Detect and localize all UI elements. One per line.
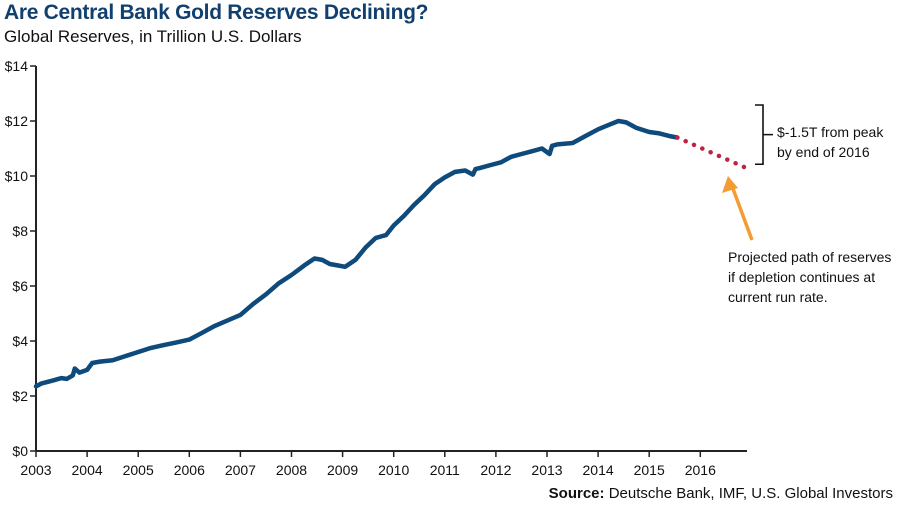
- bracket-annotation-line-1: $-1.5T from peak: [777, 124, 884, 140]
- series-group: [33, 118, 752, 389]
- x-tick-label: 2014: [583, 462, 614, 478]
- reserves-series-line: [33, 118, 680, 389]
- x-tick-label: 2005: [123, 462, 154, 478]
- x-tick-label: 2011: [430, 462, 460, 478]
- x-tick-label: 2007: [225, 462, 256, 478]
- y-tick-label: $8: [12, 223, 28, 239]
- y-tick-label: $12: [5, 113, 29, 129]
- y-tick-label: $2: [12, 388, 28, 404]
- x-tick-label: 2006: [174, 462, 205, 478]
- x-tick-label: 2012: [480, 462, 511, 478]
- source-text: Deutsche Bank, IMF, U.S. Global Investor…: [608, 485, 893, 502]
- x-tick-label: 2004: [72, 462, 103, 478]
- annotations: $-1.5T from peak by end of 2016 Projecte…: [722, 104, 891, 305]
- x-tick-label: 2016: [685, 462, 716, 478]
- arrow-shaft: [730, 185, 754, 241]
- projected-series-line: [675, 135, 752, 172]
- x-tick-label: 2009: [327, 462, 358, 478]
- chart-title: Are Central Bank Gold Reserves Declining…: [4, 1, 429, 24]
- ticks: $0 $2 $4 $6 $8 $10 $12 $14 2003 2004 2005 2006 2007 2…: [5, 58, 716, 478]
- axes: [35, 66, 747, 452]
- arrow-annotation-line-3: current run rate.: [728, 289, 828, 305]
- y-tick-label: $6: [12, 278, 28, 294]
- source-label: Source:: [548, 485, 605, 502]
- x-tick-label: 2015: [634, 462, 665, 478]
- source-note: Source: Deutsche Bank, IMF, U.S. Global …: [549, 485, 893, 502]
- y-tick-label: $4: [12, 333, 28, 349]
- arrow-annotation-line-2: if depletion continues at: [728, 269, 875, 285]
- x-tick-label: 2008: [276, 462, 307, 478]
- arrow-annotation-line-1: Projected path of reserves: [728, 249, 891, 265]
- arrow-up-icon: [722, 176, 738, 193]
- y-tick-label: $14: [5, 58, 29, 74]
- y-tick-label: $10: [5, 168, 29, 184]
- x-tick-label: 2013: [531, 462, 562, 478]
- bracket-annotation-line-2: by end of 2016: [777, 144, 870, 160]
- x-tick-label: 2003: [20, 462, 51, 478]
- x-tick-label: 2010: [378, 462, 409, 478]
- chart-subtitle: Global Reserves, in Trillion U.S. Dollar…: [4, 27, 302, 46]
- bracket-icon: [755, 104, 773, 166]
- y-tick-label: $0: [12, 443, 28, 459]
